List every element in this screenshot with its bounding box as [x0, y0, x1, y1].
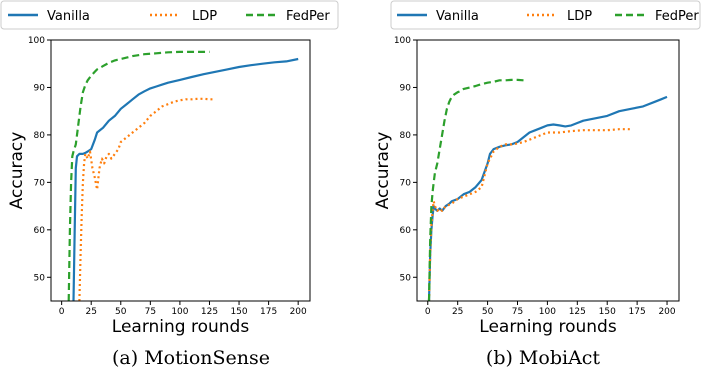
x-tick-label: 150: [230, 307, 247, 317]
legend-frame: [390, 0, 701, 30]
y-tick-label: 100: [28, 36, 45, 46]
x-tick-label: 0: [425, 307, 431, 317]
legend-a: Vanilla LDP FedPer: [0, 0, 339, 30]
legend-label-fedper: FedPer: [655, 9, 699, 24]
legend-label-ldp: LDP: [192, 9, 217, 24]
caption-motionsense: (a) MotionSense: [112, 347, 270, 369]
y-tick-label: 70: [400, 178, 412, 188]
x-tick-label: 200: [290, 307, 307, 317]
x-tick-label: 125: [569, 307, 586, 317]
y-tick-label: 50: [400, 273, 412, 283]
x-tick-label: 25: [85, 307, 96, 317]
x-tick-label: 25: [452, 307, 463, 317]
legend-b: Vanilla LDP FedPer: [390, 0, 701, 30]
series-line-fedper: [427, 78, 524, 301]
y-tick-label: 60: [400, 226, 412, 236]
x-tick-label: 150: [599, 307, 616, 317]
plot-frame: [50, 39, 311, 302]
y-tick-label: 90: [400, 83, 412, 93]
x-axis-label: Learning rounds: [112, 317, 250, 337]
chart-panel-motionsense: 0 25 50 75 100 125 150 175 2005060708090100Learn…: [7, 36, 311, 337]
y-tick-label: 60: [34, 226, 46, 236]
x-tick-label: 0: [59, 307, 65, 317]
y-tick-label: 80: [34, 131, 46, 141]
legend-label-vanilla: Vanilla: [436, 9, 479, 24]
y-tick-label: 90: [34, 83, 46, 93]
y-tick-label: 50: [34, 273, 46, 283]
legend-label-ldp: LDP: [567, 9, 592, 24]
x-axis-label: Learning rounds: [479, 317, 617, 337]
y-tick-label: 80: [400, 131, 412, 141]
x-tick-label: 125: [201, 307, 218, 317]
x-tick-label: 200: [658, 307, 675, 317]
series-line-fedper: [67, 50, 210, 301]
x-tick-label: 175: [629, 307, 646, 317]
y-tick-label: 100: [394, 36, 411, 46]
x-tick-label: 175: [260, 307, 277, 317]
x-tick-label: 75: [145, 307, 156, 317]
plot-frame: [416, 39, 680, 302]
legend-frame: [0, 0, 339, 30]
x-tick-label: 100: [539, 307, 556, 317]
series-line-vanilla: [427, 95, 668, 301]
x-tick-label: 75: [512, 307, 523, 317]
series-line-ldp: [78, 97, 216, 301]
y-tick-label: 70: [34, 178, 46, 188]
chart-panel-mobiact: 0 25 50 75 100 125 150 175 2005060708090100Learn…: [373, 36, 680, 337]
series-line-ldp: [427, 128, 632, 301]
legend-label-fedper: FedPer: [286, 9, 330, 24]
x-tick-label: 50: [482, 307, 494, 317]
x-tick-label: 50: [115, 307, 127, 317]
legend-label-vanilla: Vanilla: [47, 9, 90, 24]
y-axis-label: Accuracy: [373, 132, 393, 210]
y-axis-label: Accuracy: [7, 132, 27, 210]
caption-mobiact: (b) MobiAct: [486, 347, 601, 369]
x-tick-label: 100: [171, 307, 188, 317]
series-line-vanilla: [72, 57, 299, 301]
